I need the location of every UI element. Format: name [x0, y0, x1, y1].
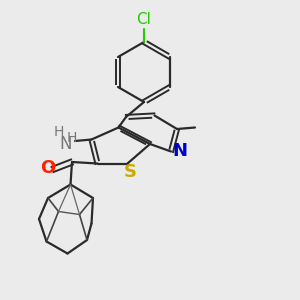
- Text: Cl: Cl: [136, 12, 152, 27]
- Text: S: S: [124, 163, 137, 181]
- Text: N: N: [60, 135, 72, 153]
- Text: O: O: [40, 159, 56, 177]
- Text: N: N: [172, 142, 187, 160]
- Text: H: H: [67, 131, 77, 145]
- Text: H: H: [53, 125, 64, 139]
